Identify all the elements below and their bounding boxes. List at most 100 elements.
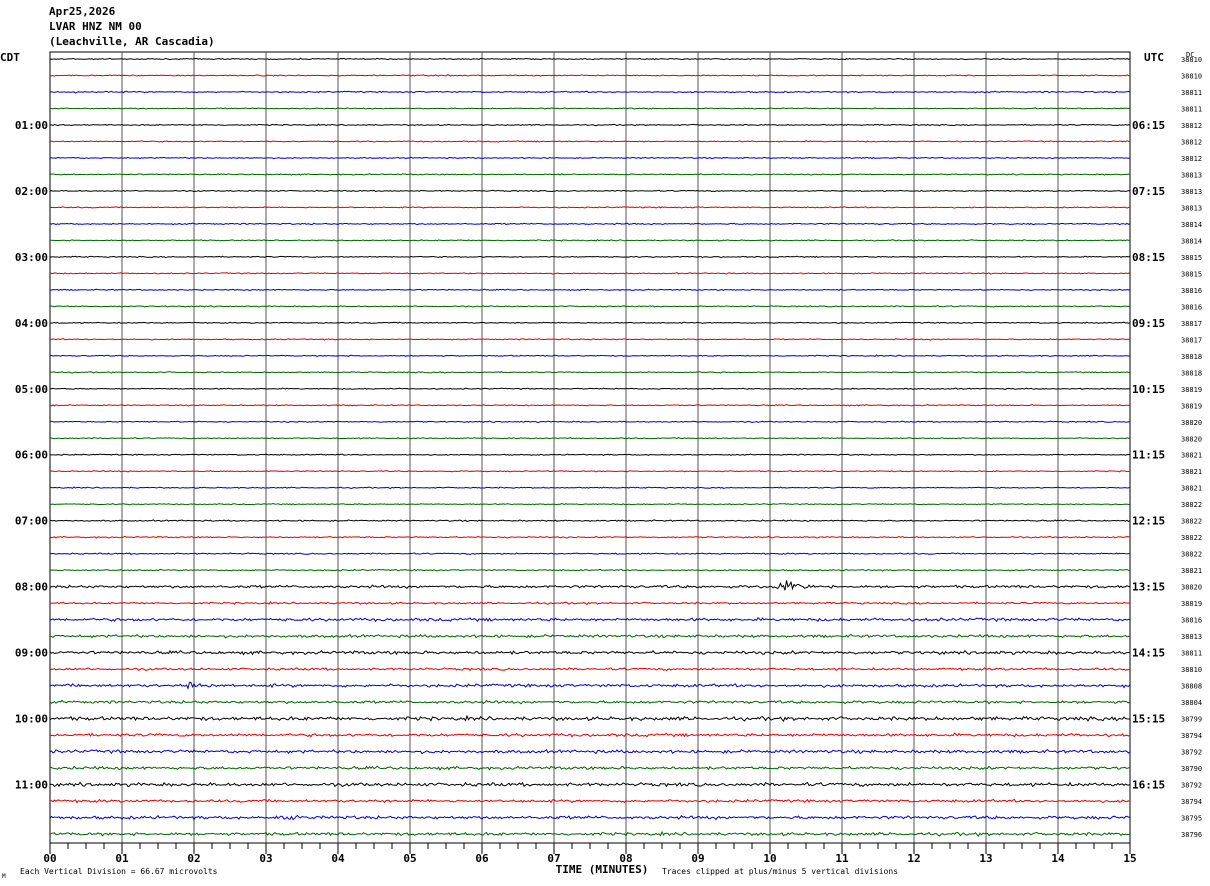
dc-offset-label: 38812 xyxy=(1181,138,1202,146)
dc-offset-label: 38792 xyxy=(1181,749,1202,757)
trace-line xyxy=(49,667,1131,672)
utc-time-label: 06:15 xyxy=(1132,119,1165,132)
x-tick-label: 10 xyxy=(763,852,776,865)
dc-offset-label: 38819 xyxy=(1181,600,1202,608)
dc-offset-label: 38813 xyxy=(1181,633,1202,641)
x-tick-label: 15 xyxy=(1123,852,1136,865)
dc-offset-label: 38818 xyxy=(1181,369,1202,377)
trace-line xyxy=(49,765,1131,771)
dc-offset-label: 38811 xyxy=(1181,89,1202,97)
dc-offset-label: 38819 xyxy=(1181,386,1202,394)
dc-offset-label: 38820 xyxy=(1181,419,1202,427)
x-tick-label: 12 xyxy=(907,852,920,865)
x-tick-label: 04 xyxy=(331,852,345,865)
trace-line xyxy=(49,107,1131,110)
dc-offset-label: 38811 xyxy=(1181,105,1202,113)
dc-offset-label: 38819 xyxy=(1181,402,1202,410)
utc-time-label: 13:15 xyxy=(1132,581,1165,594)
dc-offset-label: 38811 xyxy=(1181,650,1202,658)
dc-offset-label: 38814 xyxy=(1181,221,1202,229)
trace-line xyxy=(50,437,1131,440)
corner-mark: M xyxy=(2,873,6,880)
utc-time-label: 15:15 xyxy=(1132,713,1165,726)
cdt-axis-label: CDT xyxy=(0,51,20,64)
trace-line xyxy=(49,535,1131,539)
dc-offset-label: 38822 xyxy=(1181,501,1202,509)
trace-line xyxy=(49,140,1131,143)
trace-line xyxy=(49,238,1131,242)
trace-line xyxy=(49,288,1131,292)
date-label: Apr25,2026 xyxy=(49,5,116,18)
x-tick-label: 06 xyxy=(475,852,489,865)
utc-time-label: 16:15 xyxy=(1132,779,1165,792)
trace-line xyxy=(49,387,1131,391)
trace-line xyxy=(49,321,1131,325)
x-tick-label: 00 xyxy=(43,852,56,865)
trace-line xyxy=(49,470,1131,473)
utc-time-label: 10:15 xyxy=(1132,383,1165,396)
clipping-note: Traces clipped at plus/minus 5 vertical … xyxy=(662,867,898,876)
trace-line xyxy=(49,173,1131,176)
trace-line xyxy=(49,502,1131,506)
trace-line xyxy=(49,338,1131,341)
x-tick-label: 08 xyxy=(619,852,632,865)
trace-line xyxy=(49,123,1131,127)
dc-offset-label: 38808 xyxy=(1181,683,1202,691)
trace-line xyxy=(49,552,1131,556)
trace-line xyxy=(49,156,1131,160)
dc-offset-label: 38816 xyxy=(1181,303,1202,311)
dc-offset-label: 38810 xyxy=(1181,666,1202,674)
trace-line xyxy=(49,74,1131,77)
dc-offset-label: 38794 xyxy=(1181,798,1202,806)
utc-time-label: 11:15 xyxy=(1132,449,1165,462)
trace-line xyxy=(49,206,1131,209)
trace-line xyxy=(49,420,1131,423)
dc-label: DC xyxy=(1186,51,1194,59)
trace-line xyxy=(49,90,1131,94)
trace-line xyxy=(49,255,1131,259)
dc-offset-label: 38813 xyxy=(1181,188,1202,196)
dc-offset-label: 38799 xyxy=(1181,716,1202,724)
dc-offset-label: 38812 xyxy=(1181,155,1202,163)
x-tick-label: 11 xyxy=(835,852,849,865)
dc-offset-label: 38821 xyxy=(1181,468,1202,476)
trace-line xyxy=(49,781,1131,788)
trace-line xyxy=(49,272,1131,275)
cdt-time-label: 02:00 xyxy=(15,185,48,198)
x-tick-label: 05 xyxy=(403,852,416,865)
dc-offset-label: 38820 xyxy=(1181,584,1202,592)
dc-offset-label: 38821 xyxy=(1181,485,1202,493)
x-tick-label: 09 xyxy=(691,852,704,865)
utc-time-label: 09:15 xyxy=(1132,317,1165,330)
utc-time-label: 08:15 xyxy=(1132,251,1165,264)
cdt-time-label: 11:00 xyxy=(15,779,48,792)
trace-line xyxy=(49,617,1131,623)
utc-time-label: 14:15 xyxy=(1132,647,1165,660)
cdt-time-label: 09:00 xyxy=(15,647,48,660)
trace-line xyxy=(49,371,1131,374)
dc-offset-label: 38812 xyxy=(1181,122,1202,130)
trace-line xyxy=(49,681,1131,690)
trace-line xyxy=(49,404,1131,407)
dc-offset-label: 38796 xyxy=(1181,831,1202,839)
trace-line xyxy=(49,580,1131,591)
dc-offset-label: 38822 xyxy=(1181,551,1202,559)
trace-line xyxy=(49,453,1131,457)
trace-line xyxy=(49,748,1131,755)
x-tick-label: 01 xyxy=(115,852,129,865)
dc-offset-label: 38820 xyxy=(1181,435,1202,443)
dc-offset-label: 38815 xyxy=(1181,254,1202,262)
x-tick-label: 07 xyxy=(547,852,560,865)
trace-line xyxy=(49,633,1131,639)
cdt-time-label: 07:00 xyxy=(15,515,48,528)
cdt-time-label: 01:00 xyxy=(15,119,48,132)
trace-line xyxy=(49,830,1131,837)
trace-line xyxy=(49,519,1131,523)
trace-line xyxy=(49,714,1131,722)
dc-offset-label: 38818 xyxy=(1181,353,1202,361)
trace-line xyxy=(49,601,1131,606)
station-label: LVAR HNZ NM 00 xyxy=(49,20,142,33)
cdt-time-label: 06:00 xyxy=(15,449,48,462)
cdt-time-label: 03:00 xyxy=(15,251,48,264)
